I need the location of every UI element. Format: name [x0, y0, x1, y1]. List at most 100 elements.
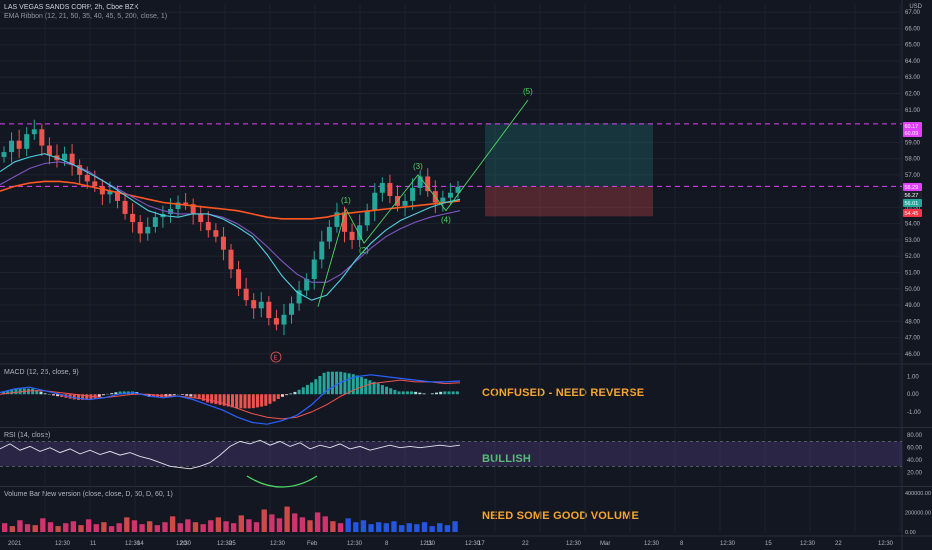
- volume-bar: [93, 524, 99, 532]
- macd-histogram-bar: [335, 371, 339, 395]
- time-tick-label: 12:30: [55, 541, 71, 547]
- time-tick-label: 12:30: [720, 541, 736, 547]
- price-badge-label: 54.45: [905, 211, 919, 217]
- macd-histogram-bar: [89, 394, 93, 400]
- price-tick-label: 47.00: [905, 336, 921, 342]
- macd-histogram-bar: [76, 394, 80, 400]
- macd-histogram-bar: [305, 384, 309, 395]
- stop-zone: [485, 186, 653, 217]
- macd-histogram-bar: [122, 391, 126, 395]
- candle: [364, 210, 370, 226]
- macd-histogram-bar: [376, 383, 380, 395]
- macd-tick-label: -1.00: [907, 410, 921, 416]
- macd-histogram-bar: [405, 391, 409, 395]
- volume-bar: [162, 522, 168, 532]
- time-tick-label: 12:30: [347, 541, 363, 547]
- volume-bar: [406, 523, 412, 532]
- candle: [198, 213, 204, 223]
- price-tick-label: 65.00: [905, 43, 921, 49]
- volume-bar: [147, 521, 153, 532]
- volume-title[interactable]: Volume Bar New version (close, close, D,…: [4, 491, 173, 498]
- price-tick-label: 50.00: [905, 287, 921, 293]
- candle: [183, 202, 189, 205]
- macd-histogram-bar: [26, 388, 30, 395]
- time-tick-label: 17: [478, 541, 485, 547]
- time-tick-label: 15: [765, 541, 772, 547]
- price-tick-label: 67.00: [905, 10, 921, 16]
- macd-histogram-bar: [414, 391, 418, 395]
- volume-bar: [444, 525, 451, 532]
- macd-histogram-bar: [255, 394, 259, 408]
- price-badge: [903, 209, 922, 217]
- volume-bar: [322, 516, 328, 532]
- candle: [425, 176, 431, 192]
- macd-histogram-bar: [455, 391, 459, 395]
- candle: [9, 140, 15, 153]
- macd-title[interactable]: MACD (12, 26, close, 9): [4, 369, 79, 376]
- candle: [145, 226, 151, 234]
- ema-slow-line: [0, 180, 461, 220]
- volume-bar: [231, 523, 237, 532]
- macd-histogram-bar: [72, 394, 76, 400]
- macd-histogram-bar: [347, 373, 351, 395]
- volume-bar: [314, 512, 321, 532]
- candle: [289, 303, 295, 315]
- macd-histogram-bar: [260, 394, 264, 407]
- time-tick-label: 2021: [8, 541, 22, 547]
- chart-title: LAS VEGAS SANDS CORP, 2h, Cboe BZX: [4, 4, 139, 11]
- macd-histogram-bar: [56, 394, 60, 397]
- candle: [137, 222, 143, 234]
- candle: [334, 212, 340, 227]
- volume-tick-label: 200000.00: [905, 510, 931, 516]
- volume-bar: [269, 514, 275, 532]
- macd-histogram-bar: [2, 391, 5, 395]
- candle: [175, 202, 181, 210]
- macd-histogram-bar: [181, 394, 185, 395]
- volume-bar: [101, 522, 107, 532]
- macd-histogram-bar: [185, 394, 189, 396]
- currency-label: USD: [909, 4, 922, 10]
- candle: [402, 200, 408, 206]
- candle: [236, 269, 242, 289]
- volume-bar: [131, 520, 138, 532]
- time-tick-label: 12:30: [420, 541, 436, 547]
- macd-histogram-bar: [447, 391, 451, 395]
- macd-histogram-bar: [235, 394, 239, 409]
- volume-bar: [437, 523, 443, 532]
- volume-bar: [9, 526, 15, 532]
- macd-histogram-bar: [81, 394, 85, 400]
- macd-histogram-bar: [430, 393, 434, 395]
- candle: [69, 153, 75, 166]
- candle: [84, 174, 90, 182]
- macd-histogram-bar: [318, 375, 322, 395]
- candle: [273, 318, 279, 325]
- volume-bar: [253, 522, 260, 532]
- indicator-legend[interactable]: EMA Ribbon (12, 21, 50, 35, 40, 45, 5, 2…: [4, 13, 168, 20]
- volume-bar: [78, 525, 84, 532]
- volume-bar: [40, 518, 46, 532]
- price-tick-label: 63.00: [905, 75, 921, 81]
- candle: [107, 191, 113, 195]
- macd-histogram-bar: [151, 394, 155, 398]
- time-tick-label: 22: [522, 541, 529, 547]
- macd-line: [0, 374, 461, 425]
- macd-histogram-bar: [368, 380, 372, 395]
- rsi-title[interactable]: RSI (14, close): [4, 432, 51, 439]
- earnings-marker-label: E: [274, 356, 278, 362]
- candle: [1, 152, 7, 157]
- time-tick-label: 12:30: [644, 541, 660, 547]
- volume-bar: [238, 515, 244, 532]
- volume-bar: [177, 523, 183, 532]
- macd-histogram-bar: [276, 394, 280, 400]
- macd-histogram-bar: [401, 391, 405, 395]
- macd-histogram-bar: [197, 394, 201, 400]
- candle: [62, 153, 68, 161]
- volume-bar: [223, 521, 229, 532]
- macd-histogram-bar: [243, 394, 247, 409]
- time-tick-label: 12:30: [465, 541, 481, 547]
- candle: [266, 301, 272, 319]
- rsi-tick-label: 80.00: [907, 433, 923, 439]
- candle: [311, 259, 317, 280]
- candle: [92, 181, 98, 187]
